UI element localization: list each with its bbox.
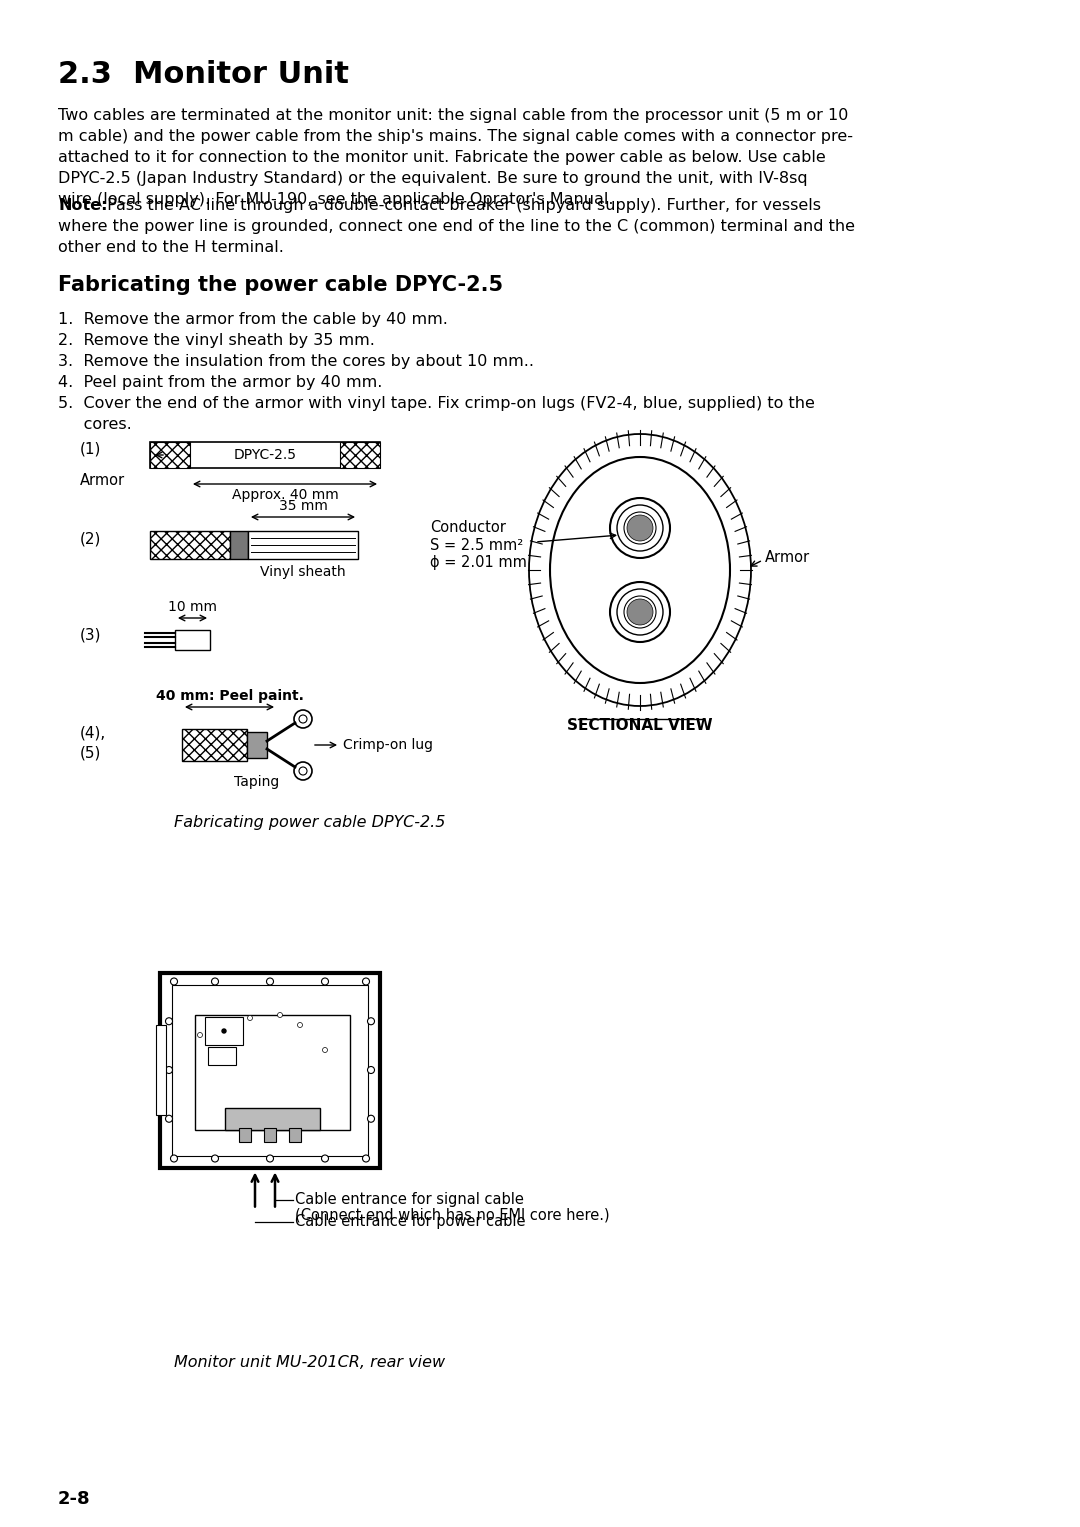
Text: 3.  Remove the insulation from the cores by about 10 mm..: 3. Remove the insulation from the cores … <box>58 354 534 370</box>
Circle shape <box>165 1019 173 1025</box>
Circle shape <box>322 977 328 985</box>
Text: Pass the AC line through a double-contact breaker (shipyard supply). Further, fo: Pass the AC line through a double-contac… <box>102 199 821 212</box>
Text: 40 mm: Peel paint.: 40 mm: Peel paint. <box>156 689 303 702</box>
Circle shape <box>323 1048 327 1052</box>
Text: Crimp-on lug: Crimp-on lug <box>343 738 433 751</box>
Circle shape <box>165 1115 173 1122</box>
Circle shape <box>294 762 312 780</box>
Text: Taping: Taping <box>234 776 280 789</box>
Bar <box>247 731 267 757</box>
Circle shape <box>624 512 656 544</box>
Text: (1): (1) <box>80 441 102 457</box>
Circle shape <box>198 1032 203 1037</box>
Text: where the power line is grounded, connect one end of the line to the C (common) : where the power line is grounded, connec… <box>58 218 855 234</box>
Bar <box>239 1128 251 1142</box>
Circle shape <box>367 1066 375 1073</box>
Bar <box>225 1109 320 1130</box>
Text: (3): (3) <box>80 628 102 643</box>
Circle shape <box>171 1154 177 1162</box>
Text: Cable entrance for signal cable: Cable entrance for signal cable <box>295 1193 524 1206</box>
Circle shape <box>267 977 273 985</box>
Circle shape <box>212 977 218 985</box>
Bar <box>172 985 368 1156</box>
Text: Note:: Note: <box>58 199 108 212</box>
Text: Fabricating the power cable DPYC-2.5: Fabricating the power cable DPYC-2.5 <box>58 275 503 295</box>
Text: ϕ = 2.01 mm: ϕ = 2.01 mm <box>430 554 527 570</box>
Ellipse shape <box>529 434 751 705</box>
Text: Armor: Armor <box>765 551 810 565</box>
Bar <box>150 441 380 467</box>
Circle shape <box>610 582 670 641</box>
Circle shape <box>617 589 663 635</box>
Bar <box>289 1128 301 1142</box>
Ellipse shape <box>550 457 730 683</box>
Text: 35 mm: 35 mm <box>279 499 327 513</box>
Text: Vinyl sheath: Vinyl sheath <box>260 565 346 579</box>
Bar <box>205 1017 243 1044</box>
Text: SECTIONAL VIEW: SECTIONAL VIEW <box>567 718 713 733</box>
Circle shape <box>363 1154 369 1162</box>
Text: Armor: Armor <box>80 473 125 489</box>
Text: attached to it for connection to the monitor unit. Fabricate the power cable as : attached to it for connection to the mon… <box>58 150 826 165</box>
Bar <box>248 531 357 559</box>
Text: Fabricating power cable DPYC-2.5: Fabricating power cable DPYC-2.5 <box>174 815 446 831</box>
Circle shape <box>297 1023 302 1028</box>
Text: 4.  Peel paint from the armor by 40 mm.: 4. Peel paint from the armor by 40 mm. <box>58 376 382 389</box>
Bar <box>150 441 190 467</box>
Text: 2-8: 2-8 <box>58 1490 91 1509</box>
Text: Monitor unit MU-201CR, rear view: Monitor unit MU-201CR, rear view <box>175 1354 446 1370</box>
Bar <box>183 728 247 760</box>
Circle shape <box>363 977 369 985</box>
Circle shape <box>267 1154 273 1162</box>
Circle shape <box>278 1012 283 1017</box>
Bar <box>340 441 380 467</box>
Text: 2.3  Monitor Unit: 2.3 Monitor Unit <box>58 60 349 89</box>
Circle shape <box>627 599 653 625</box>
Text: (Connect end which has no EMI core here.): (Connect end which has no EMI core here.… <box>295 1208 609 1223</box>
Bar <box>160 973 380 1168</box>
Circle shape <box>171 977 177 985</box>
Bar <box>195 1015 350 1130</box>
Text: Approx. 40 mm: Approx. 40 mm <box>231 489 338 502</box>
Circle shape <box>610 498 670 557</box>
Circle shape <box>247 1015 253 1020</box>
Text: wire (local supply). For MU-190, see the applicable Oprator's Manual.: wire (local supply). For MU-190, see the… <box>58 192 613 208</box>
Text: other end to the H terminal.: other end to the H terminal. <box>58 240 284 255</box>
Bar <box>230 531 248 559</box>
Text: Two cables are terminated at the monitor unit: the signal cable from the process: Two cables are terminated at the monitor… <box>58 108 849 124</box>
Bar <box>175 631 210 651</box>
Text: DPYC-2.5: DPYC-2.5 <box>233 447 297 463</box>
Circle shape <box>294 710 312 728</box>
Circle shape <box>367 1019 375 1025</box>
Bar <box>156 1025 166 1115</box>
Circle shape <box>322 1154 328 1162</box>
Text: 10 mm: 10 mm <box>168 600 217 614</box>
Circle shape <box>165 1066 173 1073</box>
Circle shape <box>212 1154 218 1162</box>
Circle shape <box>627 515 653 541</box>
Text: S = 2.5 mm²: S = 2.5 mm² <box>430 539 523 553</box>
Bar <box>150 531 230 559</box>
Bar <box>264 1128 276 1142</box>
Text: 2.  Remove the vinyl sheath by 35 mm.: 2. Remove the vinyl sheath by 35 mm. <box>58 333 375 348</box>
Text: 1.  Remove the armor from the cable by 40 mm.: 1. Remove the armor from the cable by 40… <box>58 312 448 327</box>
Text: (5): (5) <box>80 745 102 760</box>
Circle shape <box>222 1029 226 1032</box>
Text: 5.  Cover the end of the armor with vinyl tape. Fix crimp-on lugs (FV2-4, blue, : 5. Cover the end of the armor with vinyl… <box>58 395 815 411</box>
Circle shape <box>624 596 656 628</box>
Text: Conductor: Conductor <box>430 521 505 536</box>
Text: cores.: cores. <box>58 417 132 432</box>
Circle shape <box>367 1115 375 1122</box>
Text: (4),: (4), <box>80 725 106 741</box>
Circle shape <box>299 715 307 722</box>
Text: DPYC-2.5 (Japan Industry Standard) or the equivalent. Be sure to ground the unit: DPYC-2.5 (Japan Industry Standard) or th… <box>58 171 808 186</box>
Circle shape <box>617 505 663 551</box>
Text: (2): (2) <box>80 531 102 547</box>
Bar <box>208 1048 237 1064</box>
Circle shape <box>299 767 307 776</box>
Text: m cable) and the power cable from the ship's mains. The signal cable comes with : m cable) and the power cable from the sh… <box>58 128 853 144</box>
Text: Cable entrance for power cable: Cable entrance for power cable <box>295 1214 526 1229</box>
